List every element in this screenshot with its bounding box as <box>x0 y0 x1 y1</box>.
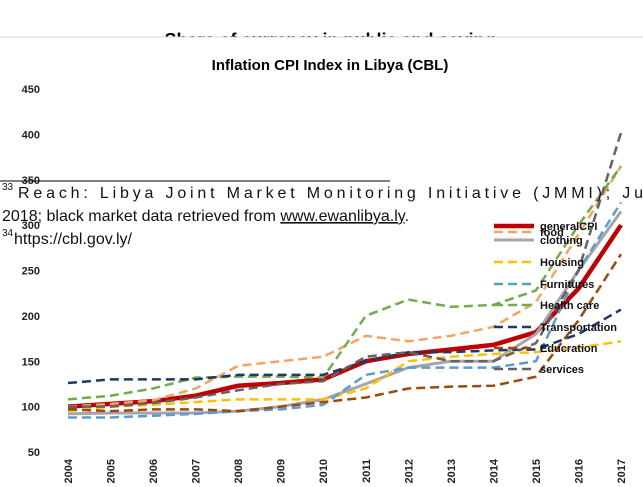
series-line <box>67 308 622 385</box>
footnote-mark: 33 <box>2 182 14 193</box>
series-line <box>68 201 623 419</box>
y-tick-label: 50 <box>28 447 40 459</box>
x-tick-label: 2004 <box>63 458 75 483</box>
chart-title: Inflation CPI Index in Libya (CBL) <box>212 57 449 74</box>
legend-label: Educration <box>540 343 598 355</box>
legend-label: services <box>540 364 584 376</box>
series-line <box>67 340 622 413</box>
series-line <box>68 132 623 408</box>
footnote-text: . <box>405 208 409 225</box>
x-tick-label: 2016 <box>573 459 585 483</box>
legend-label: food <box>540 227 564 239</box>
series-line <box>67 165 623 401</box>
x-tick-label: 2015 <box>531 459 543 483</box>
x-tick-label: 2010 <box>318 459 330 483</box>
footnote-mark: 34 <box>2 228 14 239</box>
y-tick-label: 450 <box>22 84 40 96</box>
clipped-title: Share of currency in public and saving <box>164 30 495 50</box>
footnote-text: 2018; black market data retrieved from <box>2 208 280 225</box>
x-tick-label: 2012 <box>403 459 415 483</box>
x-tick-label: 2011 <box>361 459 373 483</box>
y-tick-label: 300 <box>22 220 40 232</box>
y-tick-label: 200 <box>22 311 40 323</box>
y-tick-label: 400 <box>22 129 40 141</box>
footnote-link[interactable]: www.ewanlibya.ly <box>279 208 405 225</box>
x-tick-label: 2017 <box>616 459 628 483</box>
legend-label: Housing <box>540 257 584 269</box>
legend-label: Furnitures <box>540 279 594 291</box>
x-tick-label: 2006 <box>148 459 160 483</box>
x-tick-label: 2005 <box>106 459 118 483</box>
y-tick-label: 150 <box>22 356 40 368</box>
series-line <box>67 210 623 416</box>
x-tick-label: 2009 <box>276 459 288 483</box>
legend-label: clothing <box>540 235 583 247</box>
x-tick-label: 2013 <box>446 459 458 483</box>
legend-label: Transportation <box>540 322 617 334</box>
series-line <box>67 223 623 409</box>
y-tick-label: 100 <box>22 402 40 414</box>
x-tick-label: 2008 <box>233 459 245 483</box>
legend-label: Health care <box>540 300 599 312</box>
x-tick-label: 2007 <box>191 459 203 483</box>
footnote-text: Reach: Libya Joint Market Monitoring Ini… <box>18 185 643 202</box>
x-tick-label: 2014 <box>488 458 500 483</box>
y-tick-label: 250 <box>22 266 40 278</box>
legend-label: generalCPI <box>540 221 597 233</box>
footnote-text: 2018; black market data retrieved from w… <box>2 208 409 225</box>
series-line <box>67 253 623 413</box>
footnote-text: https://cbl.gov.ly/ <box>14 231 133 248</box>
